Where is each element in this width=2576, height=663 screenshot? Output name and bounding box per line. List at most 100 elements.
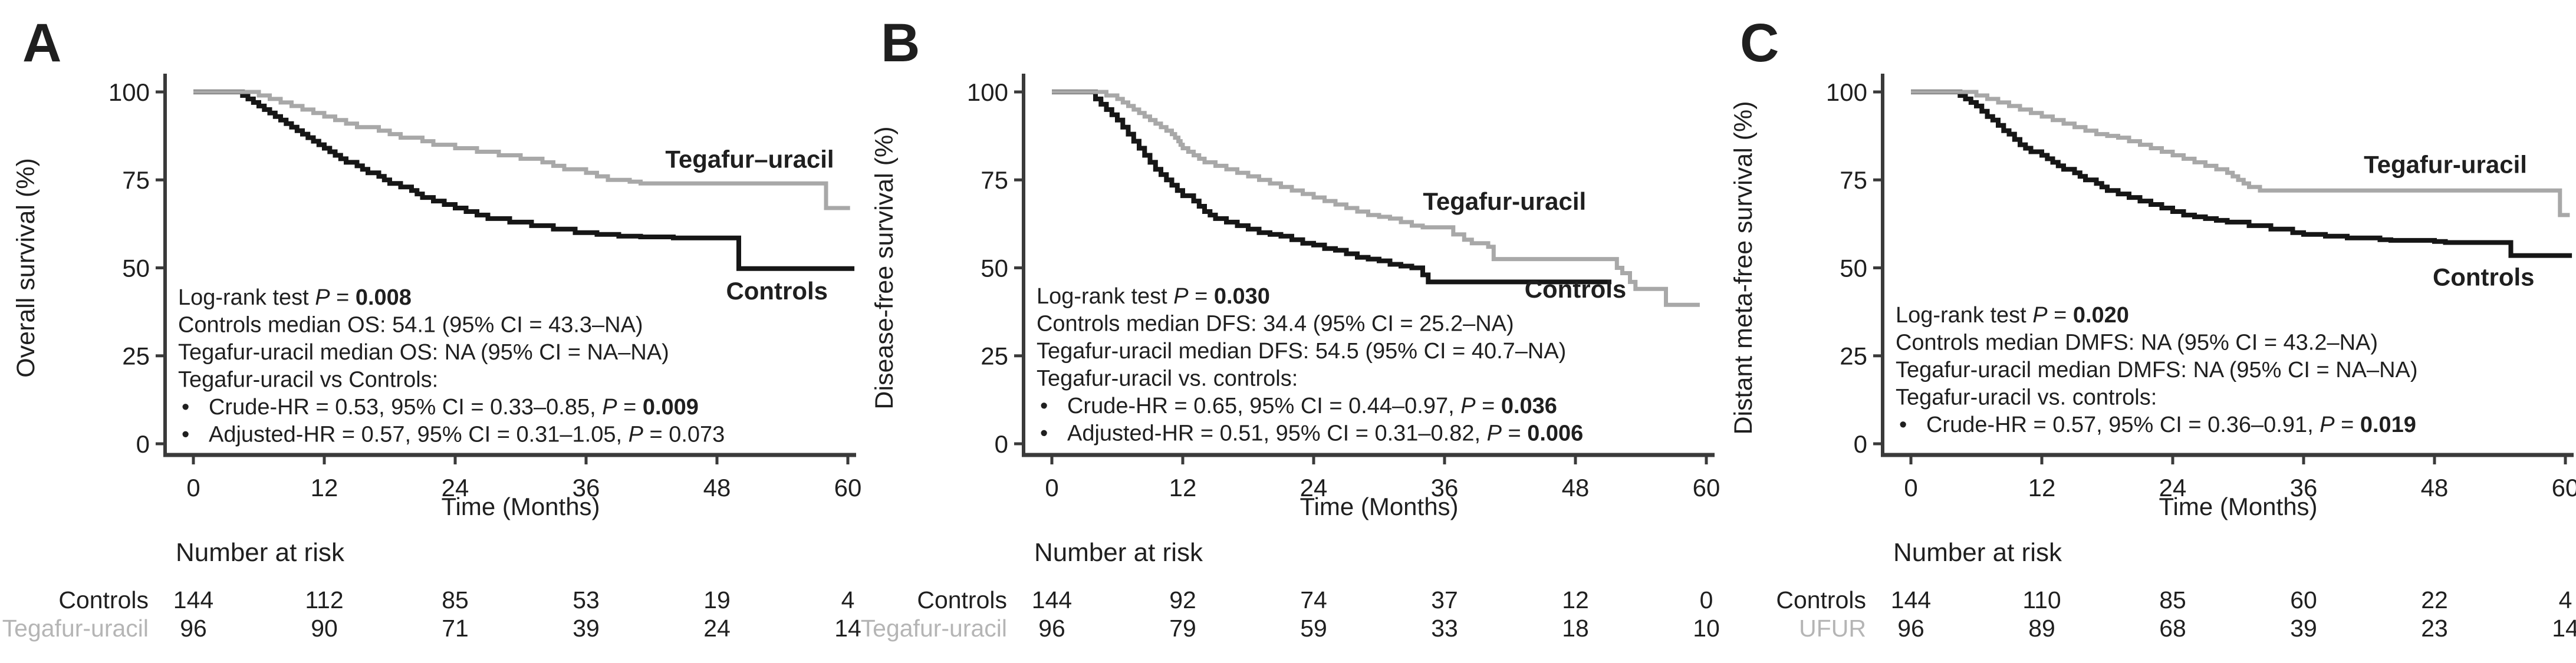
x-tick-label: 36 xyxy=(1431,474,1459,502)
stats-bullet: • xyxy=(1040,421,1048,446)
risk-value: 144 xyxy=(1032,586,1072,613)
risk-table-title: Number at risk xyxy=(1034,538,1203,567)
risk-row-label: Tegafur-uracil xyxy=(861,615,1007,642)
x-tick-label: 60 xyxy=(1693,474,1720,502)
risk-value: 39 xyxy=(573,615,600,642)
risk-value: 71 xyxy=(442,615,469,642)
risk-value: 12 xyxy=(1562,586,1590,613)
risk-value: 4 xyxy=(2558,586,2572,613)
y-tick-label: 0 xyxy=(136,430,150,458)
risk-value: 79 xyxy=(1170,615,1197,642)
x-tick-label: 24 xyxy=(1300,474,1328,502)
x-tick-label: 24 xyxy=(2159,474,2186,502)
x-tick-label: 12 xyxy=(1169,474,1197,502)
stats-line: Tegafur-uracil median DMFS: NA (95% CI =… xyxy=(1896,358,2418,382)
risk-row-label: Tegafur-uracil xyxy=(2,615,149,642)
x-tick-label: 48 xyxy=(703,474,731,502)
risk-value: 112 xyxy=(305,586,343,613)
risk-value: 85 xyxy=(2159,586,2186,613)
y-tick-label: 100 xyxy=(967,78,1008,106)
risk-value: 37 xyxy=(1432,586,1459,613)
curve-label-control: Controls xyxy=(1525,275,1627,303)
risk-value: 14 xyxy=(2552,615,2576,642)
km-curve-control xyxy=(193,90,855,271)
stats-line: Tegafur-uracil median DFS: 54.5 (95% CI … xyxy=(1037,339,1566,364)
panel-letter: A xyxy=(22,13,61,73)
risk-value: 89 xyxy=(2028,615,2055,642)
risk-value: 85 xyxy=(442,586,469,613)
stats-line: Tegafur-uracil median OS: NA (95% CI = N… xyxy=(178,340,669,365)
km-panel-c: C Distant meta-free survival (%) 100 75 50 25… xyxy=(1729,13,2576,642)
curve-label-treatment: Tegafur-uracil xyxy=(2364,150,2527,178)
stats-line: Controls median DMFS: NA (95% CI = 43.2–… xyxy=(1896,331,2378,355)
x-axis-label: Time (Months) xyxy=(1300,493,1459,520)
risk-table-title: Number at risk xyxy=(176,538,345,567)
x-tick-label: 12 xyxy=(2028,474,2055,502)
stats-line: Log-rank test P = 0.020 xyxy=(1896,303,2129,328)
risk-row-label: Controls xyxy=(1776,586,1866,613)
y-axis-label: Disease-free survival (%) xyxy=(870,126,899,409)
km-curve-treatment xyxy=(1052,90,1700,307)
y-tick-label: 25 xyxy=(981,342,1009,370)
risk-value: 96 xyxy=(1039,615,1066,642)
curve-label-treatment: Tegafur–uracil xyxy=(665,145,834,173)
stats-line: Log-rank test P = 0.008 xyxy=(178,285,412,310)
risk-row-label: Controls xyxy=(58,586,149,613)
stats-line: Controls median DFS: 34.4 (95% CI = 25.2… xyxy=(1037,312,1514,337)
stats-line: Tegafur-uracil vs Controls: xyxy=(178,367,438,392)
x-axis-label: Time (Months) xyxy=(2159,493,2317,520)
y-axis-label: Distant meta-free survival (%) xyxy=(1729,101,1758,434)
y-tick-label: 100 xyxy=(108,78,150,106)
risk-table-title: Number at risk xyxy=(1893,538,2062,567)
stats-line: Log-rank test P = 0.030 xyxy=(1037,284,1270,309)
risk-row-label: UFUR xyxy=(1799,615,1866,642)
y-tick-label: 75 xyxy=(122,166,150,194)
risk-value: 144 xyxy=(173,586,213,613)
km-curve-control xyxy=(1910,90,2572,258)
risk-value: 19 xyxy=(703,586,731,613)
risk-value: 110 xyxy=(2022,586,2061,613)
y-tick-label: 100 xyxy=(1826,78,1867,106)
stats-line: Crude-HR = 0.57, 95% CI = 0.36–0.91, P =… xyxy=(1926,413,2416,437)
stats-line: Adjusted-HR = 0.51, 95% CI = 0.31–0.82, … xyxy=(1067,421,1583,446)
risk-value: 144 xyxy=(1890,586,1930,613)
x-tick-label: 0 xyxy=(186,474,200,502)
stats-bullet: • xyxy=(182,395,189,420)
risk-value: 59 xyxy=(1301,615,1328,642)
risk-value: 74 xyxy=(1301,586,1328,613)
x-tick-label: 12 xyxy=(311,474,338,502)
y-tick-label: 75 xyxy=(1840,166,1867,194)
x-tick-label: 48 xyxy=(2420,474,2448,502)
x-tick-label: 36 xyxy=(2289,474,2317,502)
y-tick-label: 75 xyxy=(981,166,1009,194)
risk-value: 10 xyxy=(1693,615,1720,642)
stats-line: Controls median OS: 54.1 (95% CI = 43.3–… xyxy=(178,313,643,338)
y-tick-label: 25 xyxy=(122,342,150,370)
y-tick-label: 50 xyxy=(981,255,1009,282)
stats-bullet: • xyxy=(1040,394,1048,418)
km-curve-treatment xyxy=(1910,90,2570,217)
stats-line: Crude-HR = 0.53, 95% CI = 0.33–0.85, P =… xyxy=(209,395,699,420)
x-tick-label: 60 xyxy=(2551,474,2576,502)
km-curve-control xyxy=(1052,90,1612,285)
curve-label-control: Controls xyxy=(2433,263,2535,291)
risk-value: 92 xyxy=(1170,586,1197,613)
x-tick-label: 24 xyxy=(442,474,469,502)
risk-value: 53 xyxy=(573,586,600,613)
curve-label-control: Controls xyxy=(726,277,828,305)
panel-letter: C xyxy=(1740,13,1779,73)
panel-letter: B xyxy=(881,13,920,73)
x-tick-label: 48 xyxy=(1562,474,1590,502)
risk-value: 14 xyxy=(834,615,861,642)
risk-value: 24 xyxy=(703,615,731,642)
risk-value: 96 xyxy=(1897,615,1924,642)
y-axis-label: Overall survival (%) xyxy=(12,158,40,378)
y-tick-label: 50 xyxy=(122,255,150,282)
curve-label-treatment: Tegafur-uracil xyxy=(1423,187,1587,215)
km-panel-a: A Overall survival (%) 100 75 50 25 0 0 12 24 36 48… xyxy=(2,13,862,642)
x-tick-label: 36 xyxy=(573,474,600,502)
stats-line: Tegafur-uracil vs. controls: xyxy=(1896,385,2157,410)
risk-row-label: Controls xyxy=(917,586,1008,613)
x-tick-label: 0 xyxy=(1045,474,1059,502)
